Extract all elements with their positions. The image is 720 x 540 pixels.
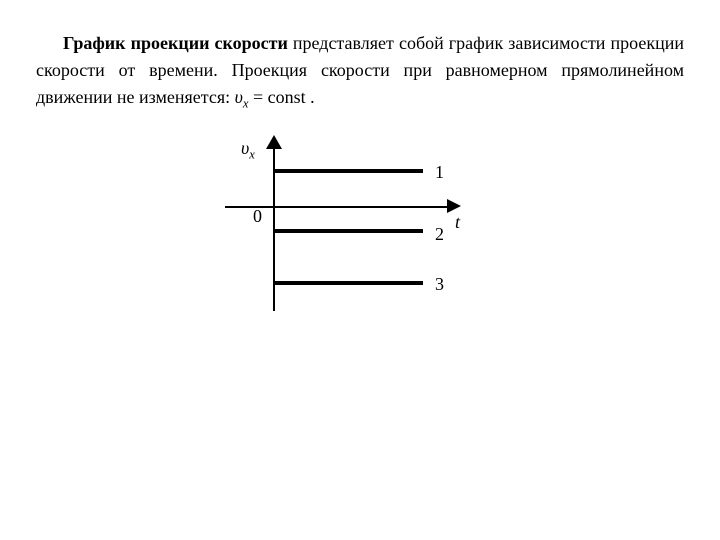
formula-eq: = xyxy=(248,87,267,107)
line-1-label: 1 xyxy=(435,159,444,186)
y-axis-label: υx xyxy=(241,135,255,164)
chart-container: υx t 0 1 2 3 xyxy=(36,141,684,341)
x-axis-label: t xyxy=(455,209,460,236)
heading-bold: График проекции скорости xyxy=(63,33,288,53)
formula-lhs: υ xyxy=(235,87,243,107)
y-axis xyxy=(273,141,275,311)
paragraph: График проекции скорости представляет со… xyxy=(36,30,684,113)
velocity-chart: υx t 0 1 2 3 xyxy=(225,141,495,341)
y-axis-arrow-icon xyxy=(266,135,282,149)
line-3-label: 3 xyxy=(435,271,444,298)
formula-rhs: const xyxy=(268,87,306,107)
line-3 xyxy=(275,281,423,285)
line-1 xyxy=(275,169,423,173)
line-2-label: 2 xyxy=(435,221,444,248)
formula-end: . xyxy=(306,87,315,107)
origin-label: 0 xyxy=(253,203,262,230)
line-2 xyxy=(275,229,423,233)
